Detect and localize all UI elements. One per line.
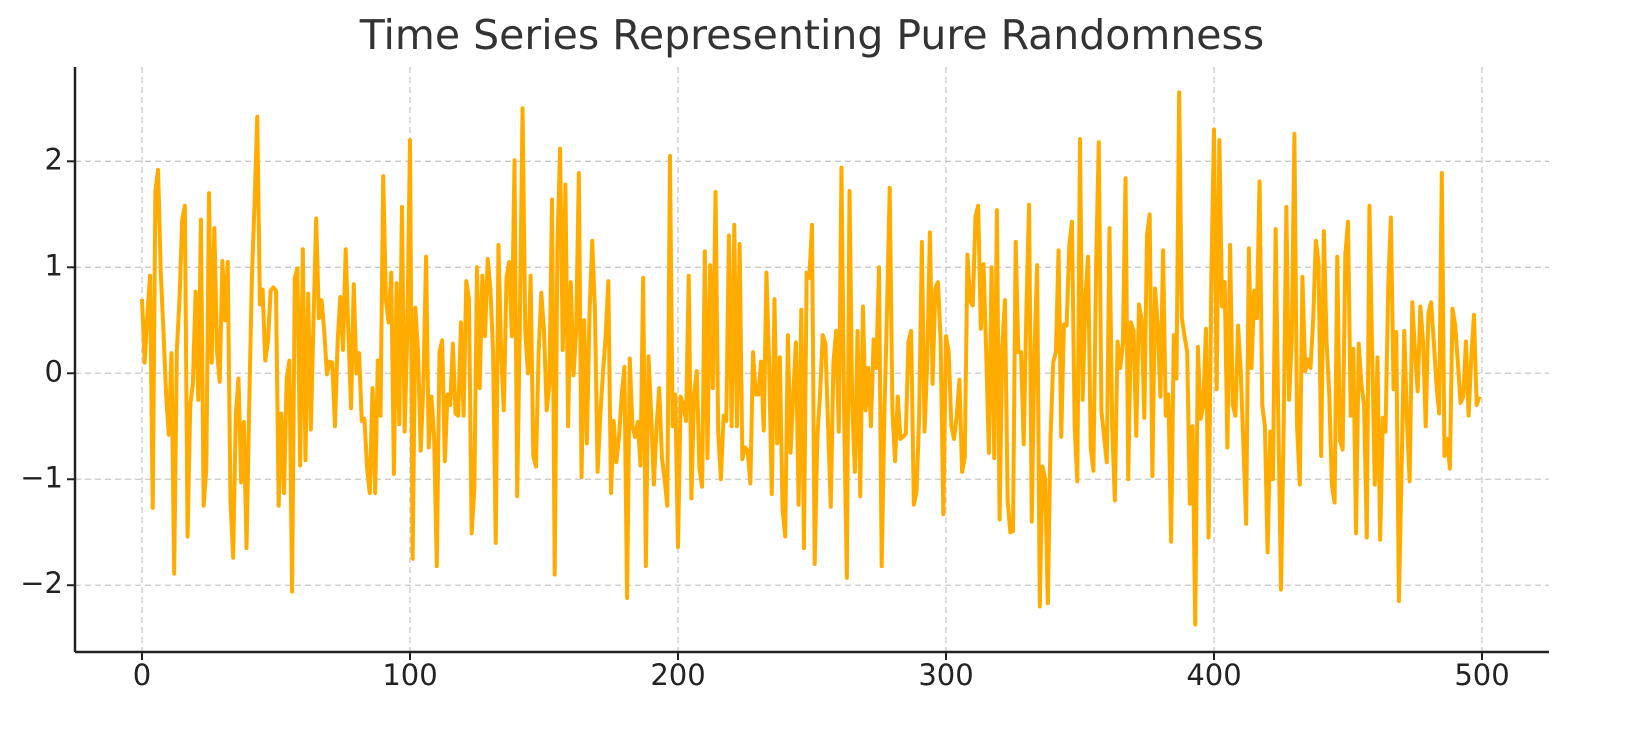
y-tick-label: 0 (45, 354, 63, 388)
y-tick-label: 2 (45, 142, 63, 176)
x-tick-label: 100 (382, 658, 437, 692)
x-tick-label: 500 (1454, 658, 1509, 692)
y-tick-label: 1 (45, 248, 63, 282)
chart-title: Time Series Representing Pure Randomness (359, 11, 1265, 59)
x-tick-label: 300 (918, 658, 973, 692)
x-tick-label: 0 (133, 658, 151, 692)
x-tick-label: 200 (650, 658, 705, 692)
x-tick-label: 400 (1186, 658, 1241, 692)
series-line (140, 90, 1482, 627)
y-tick-label: −1 (20, 460, 63, 494)
y-tick-label: −2 (20, 566, 63, 600)
